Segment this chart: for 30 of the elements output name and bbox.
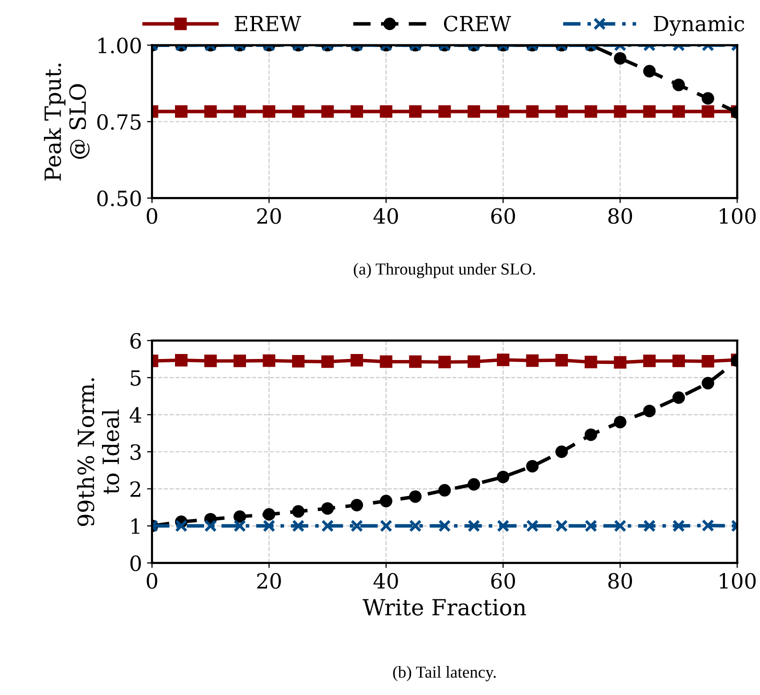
y-tick-label: 0 <box>130 555 141 572</box>
x-tick-label: 0 <box>146 573 158 589</box>
y-tick-label: 1 <box>132 518 140 534</box>
legend-label: EREW <box>234 16 302 32</box>
y-tick-label: 5 <box>130 370 141 386</box>
x-tick-label: 100 <box>720 573 756 589</box>
x-tick-label: 80 <box>608 573 632 589</box>
x-tick-label: 60 <box>491 573 515 589</box>
x-tick-label: 60 <box>491 208 515 224</box>
x-tick-label: 20 <box>257 573 281 589</box>
y-tick-label: 0.75 <box>97 114 141 130</box>
text: (a) Throughput under SLO. <box>354 262 536 278</box>
x-tick-label: 80 <box>608 208 632 224</box>
x-tick-label: 40 <box>373 208 398 224</box>
y-tick-label: 6 <box>130 333 141 349</box>
legend-label: CREW <box>444 16 512 32</box>
text: (b) Tail latency. <box>393 666 496 682</box>
x-tick-label: 40 <box>373 573 398 589</box>
y-tick-label: 1.00 <box>98 38 141 54</box>
x-tick-label: 20 <box>257 208 281 224</box>
y-tick-label: 3 <box>130 444 141 460</box>
y-axis-title: 99th% Norm. to Ideal <box>77 378 120 526</box>
x-axis-title: Write Fraction <box>362 598 526 616</box>
y-tick-label: 2 <box>130 481 140 497</box>
y-tick-label: 4 <box>130 407 142 423</box>
x-tick-label: 100 <box>720 208 756 224</box>
x-tick-label: 0 <box>146 208 158 224</box>
y-axis-title: Peak Tput. @ SLO <box>44 64 90 181</box>
y-tick-label: 0.50 <box>97 190 141 206</box>
legend-label: Dynamic <box>654 16 744 36</box>
